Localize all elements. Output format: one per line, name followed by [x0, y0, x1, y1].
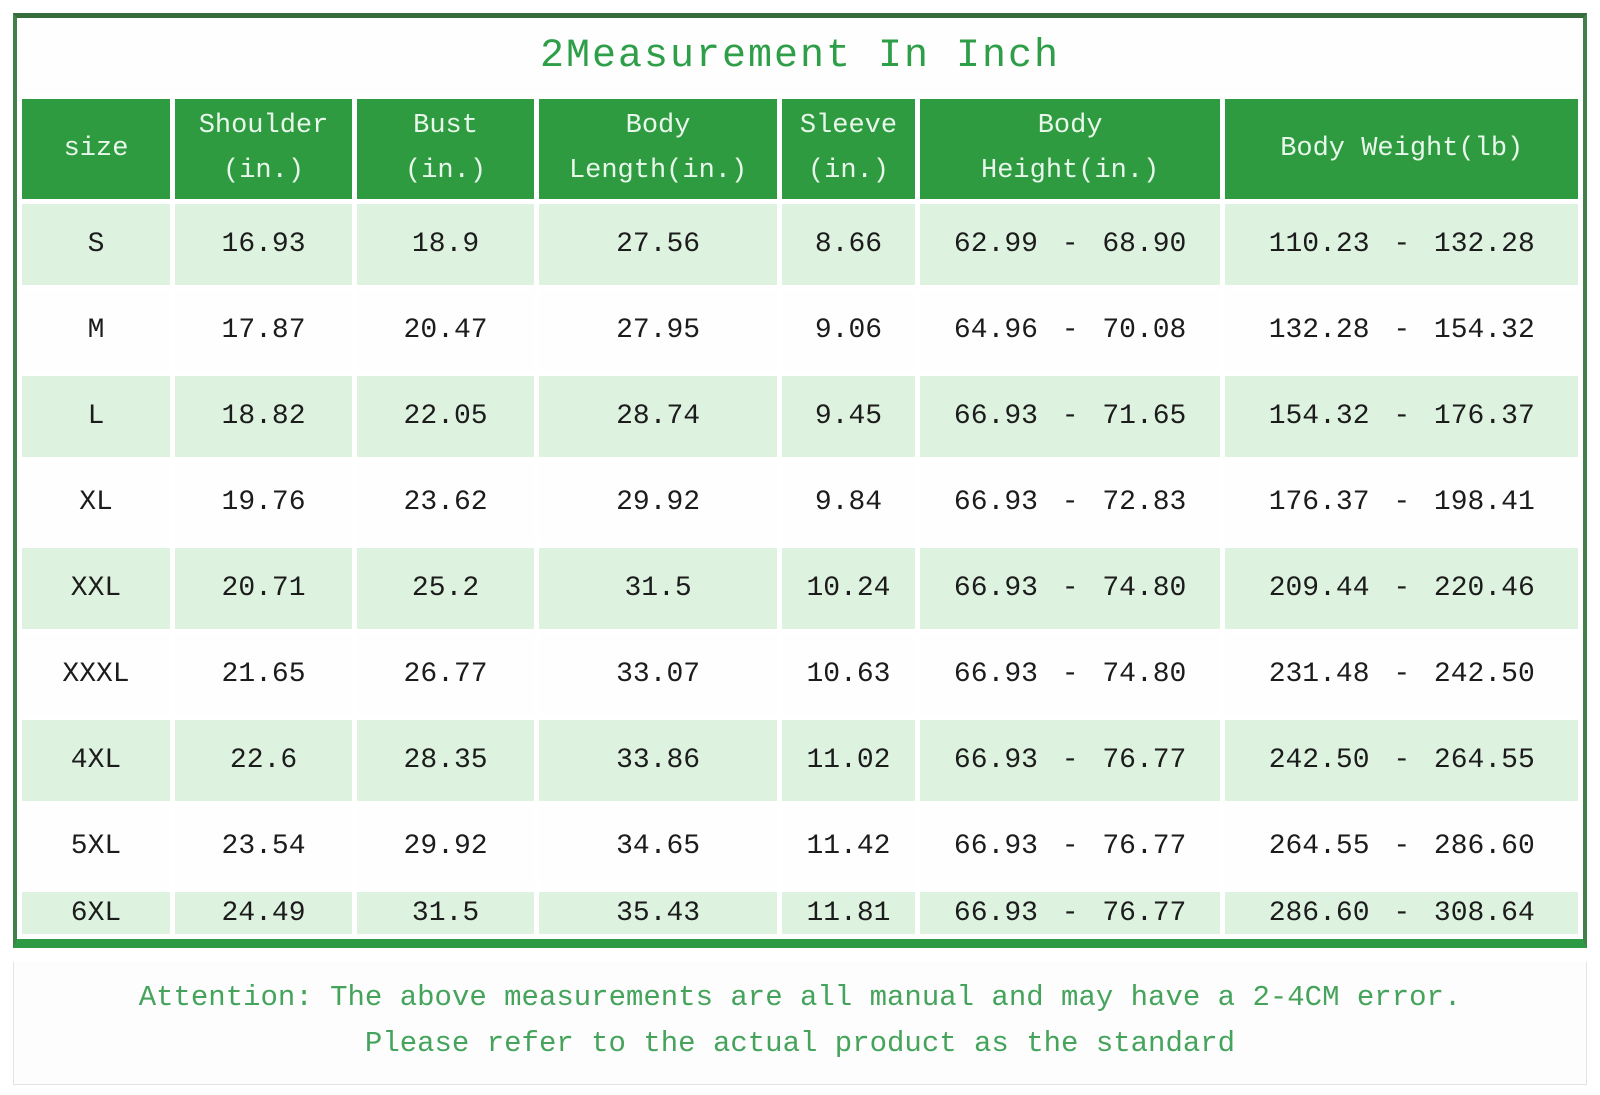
cell-body-weight: 110.23 - 132.28: [1225, 204, 1578, 285]
cell-size: XXL: [22, 548, 171, 629]
cell-bust: 23.62: [357, 462, 535, 543]
cell-body-height: 64.96 - 70.08: [919, 290, 1221, 371]
cell-sleeve: 11.02: [782, 720, 915, 801]
cell-size: 6XL: [22, 892, 171, 934]
size-chart-frame: 2Measurement In Inch size Shoulder (in.)…: [13, 13, 1587, 948]
cell-body-height: 66.93 - 71.65: [919, 376, 1221, 457]
cell-size: M: [22, 290, 171, 371]
table-row-s: S 16.93 18.9 27.56 8.66 62.99 - 68.90 11…: [22, 204, 1578, 285]
cell-sleeve: 10.63: [782, 634, 915, 715]
cell-size: XXXL: [22, 634, 171, 715]
cell-sleeve: 9.45: [782, 376, 915, 457]
cell-bust: 28.35: [357, 720, 535, 801]
cell-body-weight: 176.37 - 198.41: [1225, 462, 1578, 543]
cell-shoulder: 19.76: [175, 462, 353, 543]
cell-bust: 22.05: [357, 376, 535, 457]
cell-shoulder: 24.49: [175, 892, 353, 934]
cell-body-weight: 132.28 - 154.32: [1225, 290, 1578, 371]
table-row-xxxl: XXXL 21.65 26.77 33.07 10.63 66.93 - 74.…: [22, 634, 1578, 715]
cell-body-height: 66.93 - 74.80: [919, 548, 1221, 629]
attention-note: Attention: The above measurements are al…: [13, 962, 1587, 1085]
table-row-xxl: XXL 20.71 25.2 31.5 10.24 66.93 - 74.80 …: [22, 548, 1578, 629]
size-table: size Shoulder (in.) Bust (in.) Body Leng…: [17, 94, 1583, 939]
cell-body-weight: 231.48 - 242.50: [1225, 634, 1578, 715]
cell-bust: 26.77: [357, 634, 535, 715]
column-header-body-length: Body Length(in.): [539, 99, 778, 199]
cell-body-length: 33.86: [539, 720, 778, 801]
cell-shoulder: 20.71: [175, 548, 353, 629]
cell-shoulder: 23.54: [175, 806, 353, 887]
cell-size: 5XL: [22, 806, 171, 887]
cell-bust: 31.5: [357, 892, 535, 934]
cell-sleeve: 8.66: [782, 204, 915, 285]
attention-line-2: Please refer to the actual product as th…: [364, 1027, 1236, 1060]
cell-sleeve: 9.84: [782, 462, 915, 543]
column-header-sleeve: Sleeve (in.): [782, 99, 915, 199]
cell-body-height: 62.99 - 68.90: [919, 204, 1221, 285]
cell-body-length: 27.56: [539, 204, 778, 285]
cell-body-weight: 154.32 - 176.37: [1225, 376, 1578, 457]
column-header-shoulder: Shoulder (in.): [175, 99, 353, 199]
column-header-bust: Bust (in.): [357, 99, 535, 199]
cell-body-length: 28.74: [539, 376, 778, 457]
cell-size: S: [22, 204, 171, 285]
cell-shoulder: 18.82: [175, 376, 353, 457]
table-row-l: L 18.82 22.05 28.74 9.45 66.93 - 71.65 1…: [22, 376, 1578, 457]
cell-shoulder: 16.93: [175, 204, 353, 285]
attention-line-1: Attention: The above measurements are al…: [138, 981, 1462, 1014]
cell-body-length: 34.65: [539, 806, 778, 887]
table-row-4xl: 4XL 22.6 28.35 33.86 11.02 66.93 - 76.77…: [22, 720, 1578, 801]
cell-body-length: 29.92: [539, 462, 778, 543]
cell-body-length: 27.95: [539, 290, 778, 371]
table-row-xl: XL 19.76 23.62 29.92 9.84 66.93 - 72.83 …: [22, 462, 1578, 543]
cell-sleeve: 9.06: [782, 290, 915, 371]
cell-body-height: 66.93 - 76.77: [919, 720, 1221, 801]
table-row-6xl: 6XL 24.49 31.5 35.43 11.81 66.93 - 76.77…: [22, 892, 1578, 934]
cell-size: XL: [22, 462, 171, 543]
cell-bust: 18.9: [357, 204, 535, 285]
cell-body-length: 35.43: [539, 892, 778, 934]
table-header-row: size Shoulder (in.) Bust (in.) Body Leng…: [22, 99, 1578, 199]
column-header-body-height: Body Height(in.): [919, 99, 1221, 199]
cell-body-height: 66.93 - 74.80: [919, 634, 1221, 715]
cell-sleeve: 11.81: [782, 892, 915, 934]
cell-body-weight: 209.44 - 220.46: [1225, 548, 1578, 629]
cell-body-height: 66.93 - 76.77: [919, 892, 1221, 934]
chart-title: 2Measurement In Inch: [17, 18, 1583, 94]
column-header-size: size: [22, 99, 171, 199]
table-row-5xl: 5XL 23.54 29.92 34.65 11.42 66.93 - 76.7…: [22, 806, 1578, 887]
cell-shoulder: 17.87: [175, 290, 353, 371]
column-header-body-weight: Body Weight(lb): [1225, 99, 1578, 199]
cell-body-weight: 264.55 - 286.60: [1225, 806, 1578, 887]
cell-body-height: 66.93 - 76.77: [919, 806, 1221, 887]
cell-shoulder: 22.6: [175, 720, 353, 801]
cell-bust: 29.92: [357, 806, 535, 887]
cell-bust: 20.47: [357, 290, 535, 371]
cell-body-height: 66.93 - 72.83: [919, 462, 1221, 543]
cell-sleeve: 10.24: [782, 548, 915, 629]
cell-body-length: 31.5: [539, 548, 778, 629]
table-row-m: M 17.87 20.47 27.95 9.06 64.96 - 70.08 1…: [22, 290, 1578, 371]
cell-bust: 25.2: [357, 548, 535, 629]
cell-size: 4XL: [22, 720, 171, 801]
cell-body-length: 33.07: [539, 634, 778, 715]
cell-body-weight: 242.50 - 264.55: [1225, 720, 1578, 801]
cell-body-weight: 286.60 - 308.64: [1225, 892, 1578, 934]
cell-size: L: [22, 376, 171, 457]
cell-shoulder: 21.65: [175, 634, 353, 715]
cell-sleeve: 11.42: [782, 806, 915, 887]
